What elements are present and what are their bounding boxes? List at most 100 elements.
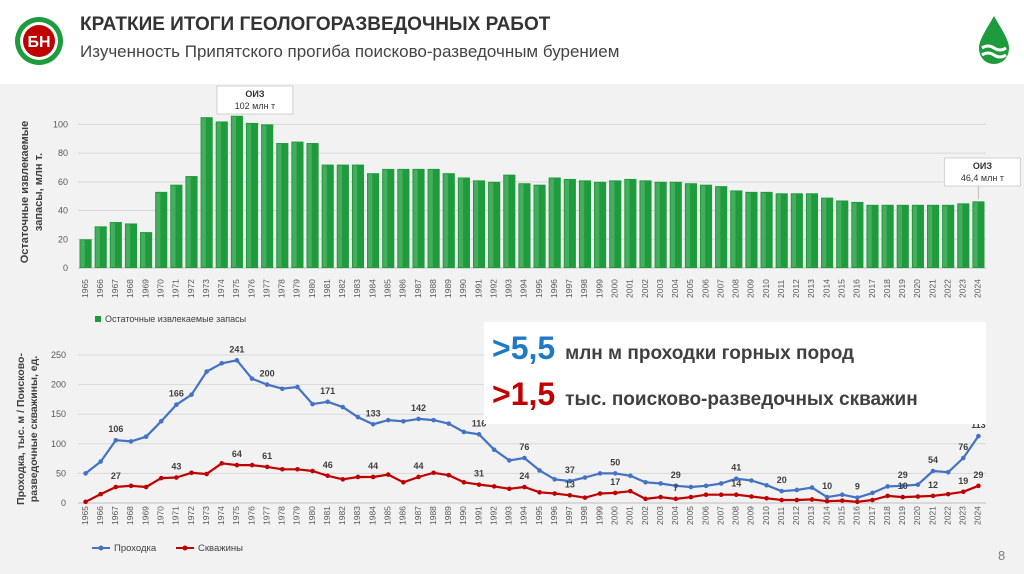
bar-1971 <box>170 184 183 268</box>
point-wells-1968 <box>128 483 134 489</box>
bar-shine <box>912 205 918 267</box>
bar-x-tick: 1970 <box>155 279 165 298</box>
data-label: 50 <box>610 457 620 467</box>
line-x-tick: 1965 <box>80 506 90 525</box>
bar-shine <box>110 223 116 267</box>
bar-x-tick: 2020 <box>912 279 922 298</box>
line-x-tick: 1969 <box>140 506 150 525</box>
point-wells-1978 <box>280 466 285 472</box>
line-x-tick: 2023 <box>958 506 968 525</box>
data-label: 29 <box>898 470 908 480</box>
data-label: 76 <box>519 442 529 452</box>
bar-x-tick: 1979 <box>292 279 302 298</box>
bar-x-tick: 1973 <box>201 279 211 298</box>
bar-1987 <box>412 168 425 268</box>
bar-2014 <box>821 197 834 268</box>
line-x-tick: 1983 <box>352 506 362 525</box>
point-drilling-1983 <box>355 414 361 420</box>
bar-x-tick: 2004 <box>670 279 680 298</box>
line-x-tick: 2010 <box>761 506 771 525</box>
point-wells-2003 <box>658 494 663 500</box>
line-x-tick: 2014 <box>821 506 831 525</box>
bar-x-tick: 1987 <box>413 279 423 298</box>
data-label: 37 <box>565 465 575 475</box>
annotation-label: ОИЗ <box>973 161 992 171</box>
point-wells-2015 <box>839 498 845 503</box>
bar-x-tick: 2000 <box>609 279 619 298</box>
point-wells-1970 <box>158 475 164 481</box>
point-drilling-2001 <box>628 473 633 479</box>
bar-shine <box>156 192 161 267</box>
point-drilling-2023 <box>961 455 966 461</box>
bar-shine <box>519 184 524 267</box>
svg-text:БН: БН <box>27 34 50 51</box>
point-drilling-1994 <box>522 455 527 461</box>
stat-wells-value: 1,5 <box>510 376 556 412</box>
bar-1979 <box>291 141 304 268</box>
point-wells-1981 <box>325 473 331 479</box>
data-label: 166 <box>169 389 184 399</box>
point-wells-1992 <box>491 484 497 489</box>
annotation-box <box>943 157 1021 187</box>
point-drilling-1982 <box>340 404 346 410</box>
bar-1978 <box>276 143 289 268</box>
bar-x-tick: 1978 <box>277 279 287 298</box>
point-wells-2002 <box>643 496 648 502</box>
line-x-tick: 2006 <box>700 506 710 525</box>
bar-x-tick: 1974 <box>216 279 226 298</box>
line-x-tick: 1998 <box>579 506 589 525</box>
bar-x-tick: 1980 <box>307 279 317 298</box>
point-drilling-1974 <box>219 360 225 366</box>
data-label: 61 <box>262 451 272 461</box>
bar-x-tick: 1989 <box>443 279 453 298</box>
bar-shine <box>398 169 403 267</box>
point-drilling-1989 <box>446 421 452 426</box>
bar-x-tick: 2018 <box>882 279 892 298</box>
bar-x-tick: 1972 <box>186 279 196 298</box>
data-label: 41 <box>731 463 741 473</box>
bar-y-tick: 60 <box>58 177 68 187</box>
line-x-tick: 1979 <box>292 506 302 525</box>
bar-x-tick: 1990 <box>458 279 468 298</box>
bar-2012 <box>790 193 803 268</box>
point-drilling-1995 <box>537 468 542 473</box>
bar-shine <box>927 205 933 267</box>
bar-shine <box>125 224 131 267</box>
bar-2007 <box>715 186 728 268</box>
bar-1997 <box>563 178 576 268</box>
line-x-tick: 1999 <box>594 506 604 525</box>
bar-1975 <box>230 115 243 268</box>
point-wells-1969 <box>143 484 149 490</box>
bar-shine <box>307 144 312 267</box>
bar-2002 <box>639 180 652 268</box>
point-wells-1976 <box>249 462 255 468</box>
point-wells-1979 <box>295 466 300 472</box>
bar-x-tick: 1999 <box>594 279 604 298</box>
page-number: 8 <box>998 548 1006 563</box>
point-wells-2020 <box>915 494 921 499</box>
data-label: 20 <box>777 475 787 485</box>
point-drilling-1977 <box>264 382 270 387</box>
point-drilling-1988 <box>431 417 436 423</box>
point-drilling-1976 <box>249 376 255 381</box>
data-label: 17 <box>610 477 620 487</box>
bar-shine <box>458 178 464 267</box>
bar-x-tick: 1982 <box>337 279 347 298</box>
bar-x-tick: 2009 <box>746 279 756 298</box>
data-label: 14 <box>731 479 741 489</box>
point-wells-1999 <box>597 491 603 496</box>
bar-x-tick: 2024 <box>973 279 983 298</box>
line-x-tick: 1991 <box>473 506 483 525</box>
data-label: 13 <box>565 479 575 489</box>
legend-wells-marker <box>182 545 188 551</box>
point-wells-2004 <box>673 496 679 502</box>
line-x-tick: 2003 <box>655 506 665 525</box>
bar-shine <box>776 194 781 267</box>
bar-1984 <box>367 173 380 268</box>
bar-shine <box>246 123 252 267</box>
bar-1999 <box>594 181 607 268</box>
bar-1988 <box>427 168 440 268</box>
company-logo: БН <box>15 17 63 65</box>
bar-shine <box>141 233 146 267</box>
point-drilling-2007 <box>718 481 724 486</box>
